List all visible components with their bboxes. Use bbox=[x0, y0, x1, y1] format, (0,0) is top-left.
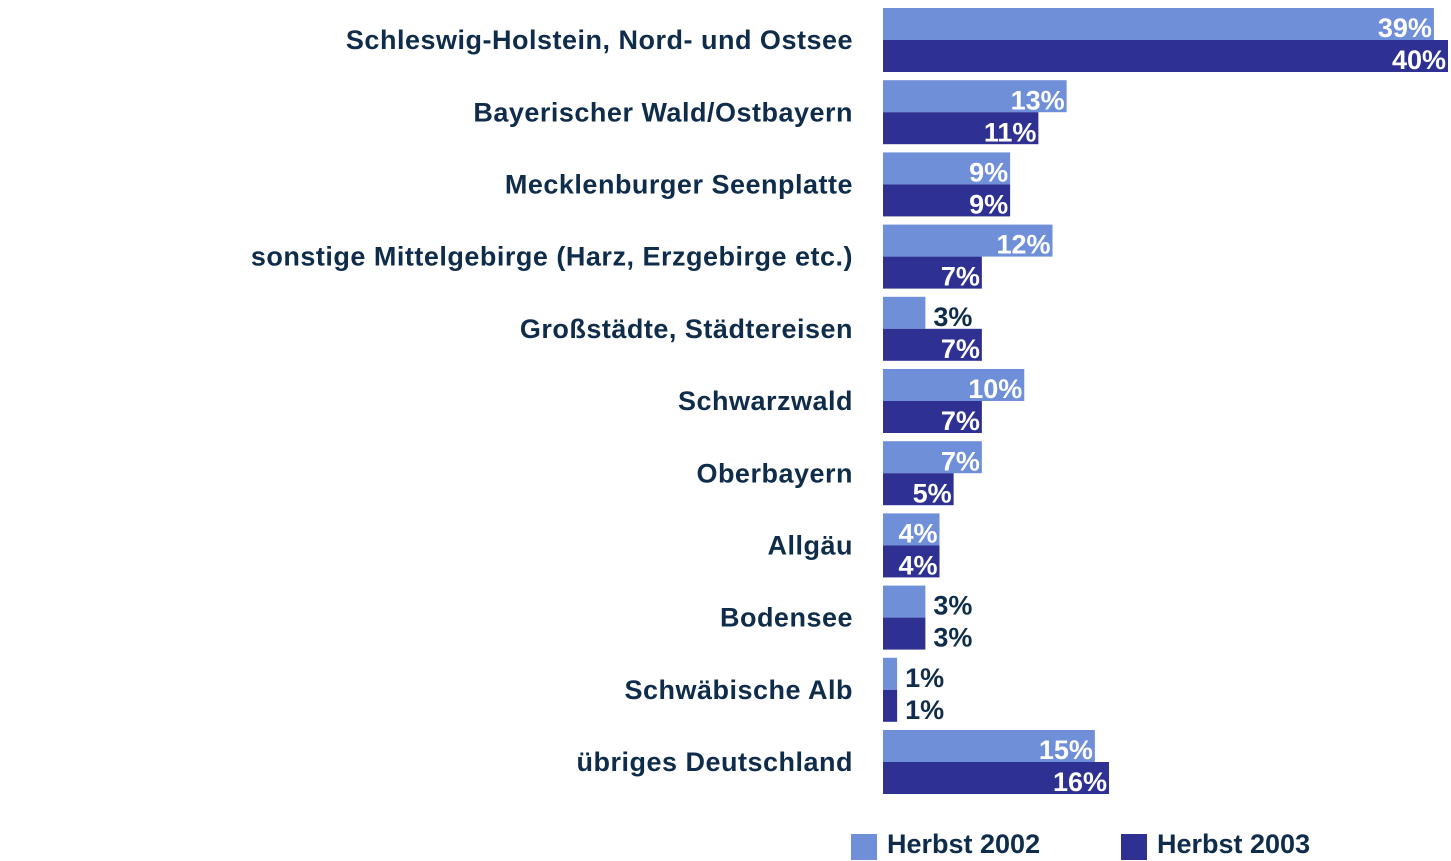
bar bbox=[883, 224, 1053, 257]
bar bbox=[883, 441, 982, 474]
bar bbox=[883, 152, 1011, 185]
bar bbox=[883, 328, 982, 361]
value-label: 1% bbox=[905, 663, 944, 693]
value-label: 7% bbox=[941, 262, 980, 292]
category-label: Bodensee bbox=[720, 603, 853, 633]
bar bbox=[883, 689, 898, 722]
legend-label: Herbst 2002 bbox=[887, 829, 1040, 859]
bar bbox=[883, 256, 982, 289]
category-label: Großstädte, Städtereisen bbox=[520, 314, 853, 344]
legend-label: Herbst 2003 bbox=[1157, 829, 1310, 859]
category-label: sonstige Mittelgebirge (Harz, Erzgebirge… bbox=[251, 242, 853, 272]
category-label: Allgäu bbox=[767, 531, 853, 561]
value-label: 4% bbox=[898, 551, 937, 581]
value-label: 3% bbox=[933, 591, 972, 621]
category-label: übriges Deutschland bbox=[576, 747, 853, 777]
value-label: 7% bbox=[941, 406, 980, 436]
value-label: 7% bbox=[941, 446, 980, 476]
bar bbox=[883, 473, 954, 506]
bar bbox=[883, 730, 1095, 762]
value-label: 15% bbox=[1039, 735, 1093, 765]
value-label: 11% bbox=[984, 117, 1037, 147]
value-label: 9% bbox=[969, 158, 1008, 188]
category-label: Oberbayern bbox=[696, 458, 853, 488]
bar bbox=[883, 296, 926, 329]
bar bbox=[883, 401, 982, 433]
bar bbox=[883, 617, 926, 650]
value-label: 10% bbox=[968, 374, 1022, 404]
bar bbox=[883, 184, 1011, 217]
category-label: Bayerischer Wald/Ostbayern bbox=[473, 97, 853, 127]
legend-swatch bbox=[851, 834, 877, 860]
bar bbox=[883, 762, 1109, 794]
value-label: 12% bbox=[996, 230, 1050, 260]
value-label: 3% bbox=[933, 623, 972, 653]
bar bbox=[883, 513, 940, 546]
bar bbox=[883, 369, 1025, 401]
bar bbox=[883, 8, 1434, 40]
value-label: 39% bbox=[1378, 13, 1432, 43]
bar bbox=[883, 80, 1067, 113]
bar bbox=[883, 585, 926, 618]
value-label: 9% bbox=[969, 190, 1008, 220]
bar bbox=[883, 40, 1448, 72]
value-label: 1% bbox=[905, 695, 944, 725]
category-label: Schwarzwald bbox=[678, 386, 853, 416]
legend-swatch bbox=[1121, 834, 1147, 860]
value-label: 16% bbox=[1053, 767, 1107, 797]
category-label: Schwäbische Alb bbox=[624, 675, 853, 705]
value-label: 7% bbox=[941, 334, 980, 364]
bar bbox=[883, 657, 898, 690]
value-label: 13% bbox=[1011, 85, 1065, 115]
value-label: 4% bbox=[898, 519, 937, 549]
value-label: 3% bbox=[933, 302, 972, 332]
bar bbox=[883, 112, 1039, 145]
category-label: Schleswig-Holstein, Nord- und Ostsee bbox=[346, 25, 853, 55]
value-label: 5% bbox=[913, 478, 952, 508]
bar bbox=[883, 545, 940, 578]
value-label: 40% bbox=[1392, 45, 1446, 75]
category-label: Mecklenburger Seenplatte bbox=[505, 170, 853, 200]
